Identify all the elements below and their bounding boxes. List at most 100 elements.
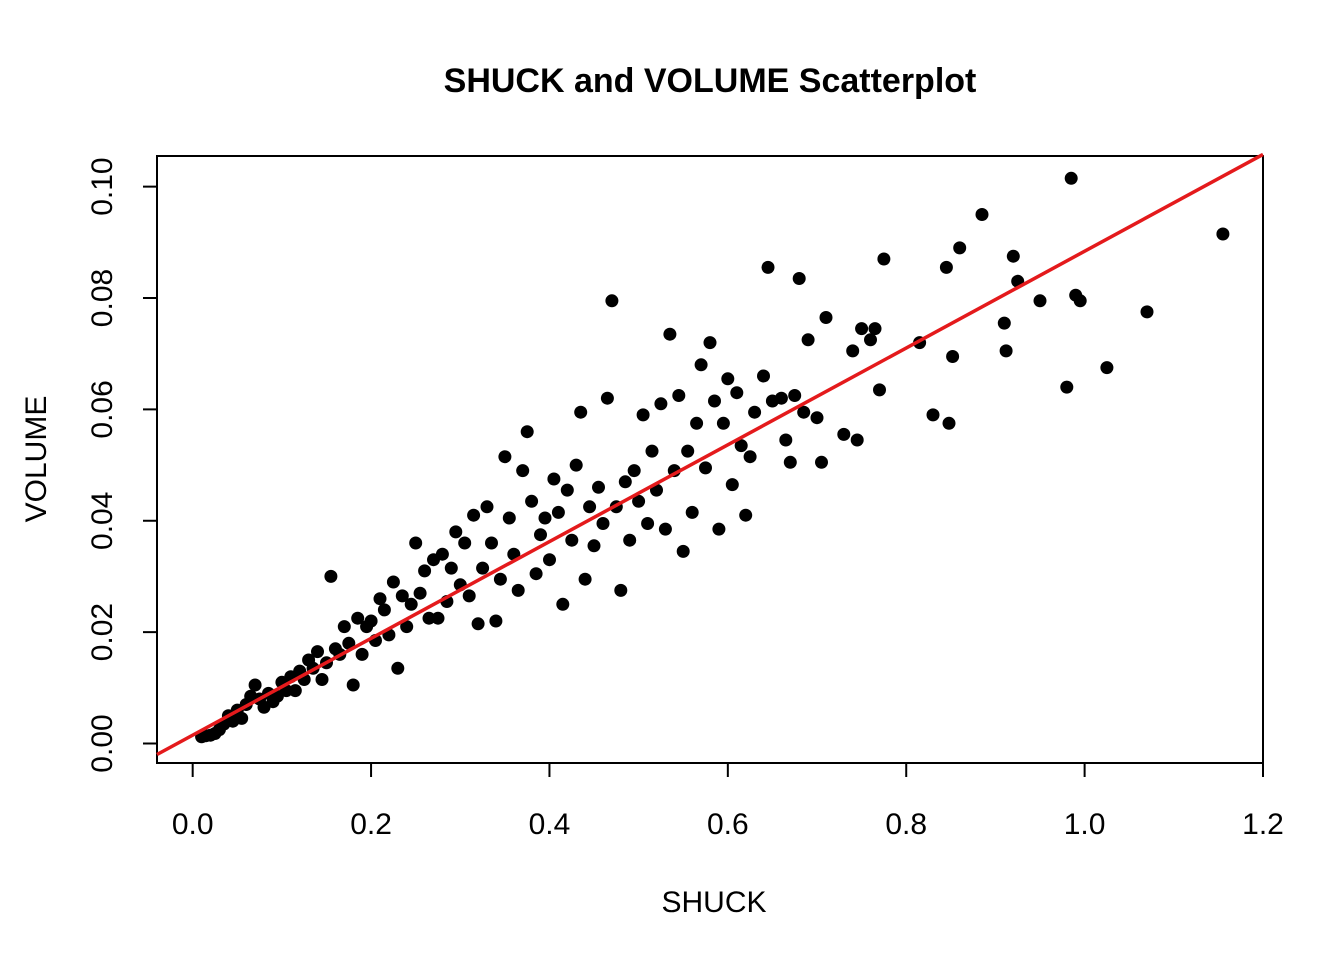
data-point (391, 661, 405, 675)
data-point (725, 478, 739, 492)
data-point (311, 645, 324, 659)
data-point (997, 316, 1011, 330)
data-point (404, 597, 418, 611)
data-point (699, 461, 712, 475)
data-point (551, 505, 565, 519)
data-point (708, 394, 721, 408)
y-axis: 0.00 0.02 0.04 0.06 0.08 0.10 (86, 157, 158, 773)
data-point (489, 614, 503, 628)
data-point (351, 611, 365, 625)
data-point (471, 617, 485, 631)
data-point (418, 564, 432, 578)
data-point (694, 358, 708, 372)
data-point (480, 500, 494, 514)
data-point (868, 322, 882, 336)
data-point (779, 433, 793, 447)
data-point (636, 408, 650, 422)
data-point (583, 500, 597, 514)
data-point (485, 536, 498, 550)
y-tick-label: 0.02 (86, 603, 119, 661)
data-point (1064, 171, 1078, 185)
data-point (1140, 305, 1154, 319)
data-point (953, 241, 967, 255)
y-tick-label: 0.00 (86, 714, 119, 772)
data-point (819, 311, 833, 324)
data-point (1216, 227, 1230, 241)
data-point (431, 611, 445, 625)
data-point (645, 444, 659, 458)
fit-layer (156, 152, 1264, 757)
data-point (873, 383, 886, 397)
data-point (324, 569, 338, 583)
data-point (288, 684, 302, 698)
data-point (502, 511, 516, 525)
data-point (672, 389, 686, 402)
data-point (788, 389, 802, 402)
data-point (1073, 294, 1087, 308)
data-point (386, 575, 400, 589)
data-point (525, 494, 539, 508)
data-point (748, 405, 762, 419)
data-point (676, 544, 690, 558)
data-point (342, 636, 356, 650)
data-point (511, 583, 525, 597)
data-point (685, 505, 699, 519)
data-point (797, 405, 811, 419)
data-point (774, 391, 788, 405)
data-point (926, 408, 940, 422)
data-point (605, 294, 619, 308)
data-point (855, 322, 869, 336)
data-point (560, 483, 574, 497)
data-point (534, 528, 547, 542)
data-point (587, 539, 601, 553)
data-point (681, 444, 695, 458)
data-point (435, 547, 449, 561)
data-point (547, 472, 561, 486)
data-point (565, 533, 579, 547)
data-point (596, 517, 610, 530)
data-point (663, 327, 677, 341)
data-point (632, 494, 646, 508)
data-point (712, 522, 726, 536)
data-point (400, 620, 414, 634)
data-point (600, 391, 614, 405)
data-point (556, 597, 570, 611)
data-point (444, 561, 458, 575)
data-point (235, 711, 249, 725)
x-tick-label: 1.2 (1242, 808, 1284, 841)
data-point (703, 336, 717, 350)
data-point (654, 397, 668, 411)
data-point (846, 344, 860, 358)
data-point (422, 611, 436, 625)
data-point (1006, 249, 1020, 263)
data-point (743, 450, 757, 464)
data-point (658, 522, 672, 536)
data-point (315, 673, 329, 686)
data-point (409, 536, 423, 550)
y-tick-label: 0.06 (86, 380, 119, 438)
data-point (395, 589, 409, 603)
data-point (730, 386, 744, 400)
data-point (739, 508, 753, 522)
data-point (614, 583, 628, 597)
data-point (877, 252, 891, 266)
x-tick-label: 0.6 (707, 808, 749, 841)
data-point (346, 678, 360, 692)
x-tick-label: 0.2 (350, 808, 392, 841)
data-point (529, 567, 543, 581)
y-tick-label: 0.10 (86, 157, 119, 215)
data-point (538, 511, 552, 525)
data-point (716, 416, 730, 430)
data-point (837, 427, 851, 441)
data-point (493, 572, 507, 586)
data-point (810, 411, 824, 425)
chart-title: SHUCK and VOLUME Scatterplot (444, 62, 977, 100)
data-point (449, 525, 463, 539)
data-point (761, 260, 775, 274)
data-point (355, 647, 369, 661)
data-point (618, 475, 632, 489)
x-axis-title: SHUCK (661, 886, 766, 919)
data-point (939, 260, 953, 274)
x-axis: 0.0 0.2 0.4 0.6 0.8 1.0 1.2 (172, 762, 1284, 841)
data-point (999, 344, 1013, 358)
